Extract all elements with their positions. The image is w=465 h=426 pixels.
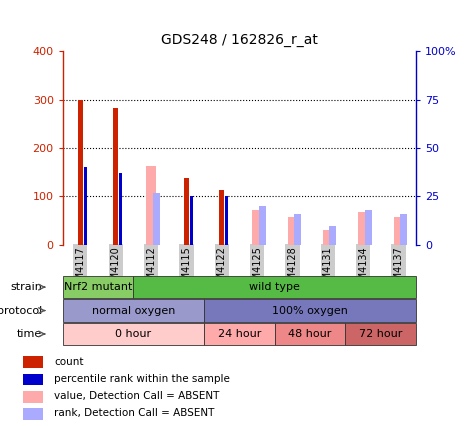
FancyBboxPatch shape bbox=[63, 323, 204, 345]
Text: strain: strain bbox=[10, 282, 42, 292]
Bar bbox=[288, 217, 297, 245]
Bar bbox=[400, 214, 407, 245]
Bar bbox=[153, 193, 159, 245]
Bar bbox=[323, 230, 332, 245]
Bar bbox=[259, 206, 266, 245]
FancyBboxPatch shape bbox=[133, 276, 416, 298]
Text: wild type: wild type bbox=[249, 282, 300, 292]
Text: count: count bbox=[54, 357, 83, 367]
Text: 100% oxygen: 100% oxygen bbox=[272, 305, 348, 316]
Bar bbox=[184, 178, 189, 245]
FancyBboxPatch shape bbox=[63, 299, 204, 322]
Bar bbox=[23, 391, 43, 403]
FancyBboxPatch shape bbox=[275, 323, 345, 345]
FancyBboxPatch shape bbox=[345, 323, 416, 345]
Bar bbox=[119, 173, 122, 245]
Bar bbox=[23, 374, 43, 386]
Text: rank, Detection Call = ABSENT: rank, Detection Call = ABSENT bbox=[54, 408, 214, 418]
Bar bbox=[190, 196, 193, 245]
Bar bbox=[146, 167, 156, 245]
Text: 0 hour: 0 hour bbox=[115, 329, 152, 339]
Title: GDS248 / 162826_r_at: GDS248 / 162826_r_at bbox=[161, 33, 318, 47]
Bar bbox=[329, 226, 336, 245]
Text: value, Detection Call = ABSENT: value, Detection Call = ABSENT bbox=[54, 391, 219, 401]
Text: protocol: protocol bbox=[0, 305, 42, 316]
Bar bbox=[113, 108, 119, 245]
Text: normal oxygen: normal oxygen bbox=[92, 305, 175, 316]
Text: percentile rank within the sample: percentile rank within the sample bbox=[54, 374, 230, 384]
Bar bbox=[225, 196, 228, 245]
FancyBboxPatch shape bbox=[63, 276, 133, 298]
FancyBboxPatch shape bbox=[204, 323, 275, 345]
Bar bbox=[78, 100, 83, 245]
Bar bbox=[252, 210, 262, 245]
Bar bbox=[294, 214, 301, 245]
Bar bbox=[365, 210, 372, 245]
Text: 72 hour: 72 hour bbox=[359, 329, 403, 339]
Bar bbox=[359, 212, 368, 245]
Text: 24 hour: 24 hour bbox=[218, 329, 261, 339]
Text: 48 hour: 48 hour bbox=[288, 329, 332, 339]
Bar bbox=[84, 167, 87, 245]
Bar bbox=[23, 357, 43, 368]
Text: Nrf2 mutant: Nrf2 mutant bbox=[64, 282, 133, 292]
FancyBboxPatch shape bbox=[204, 299, 416, 322]
Bar bbox=[23, 408, 43, 420]
Bar bbox=[394, 217, 403, 245]
Text: time: time bbox=[17, 329, 42, 339]
Bar bbox=[219, 190, 225, 245]
